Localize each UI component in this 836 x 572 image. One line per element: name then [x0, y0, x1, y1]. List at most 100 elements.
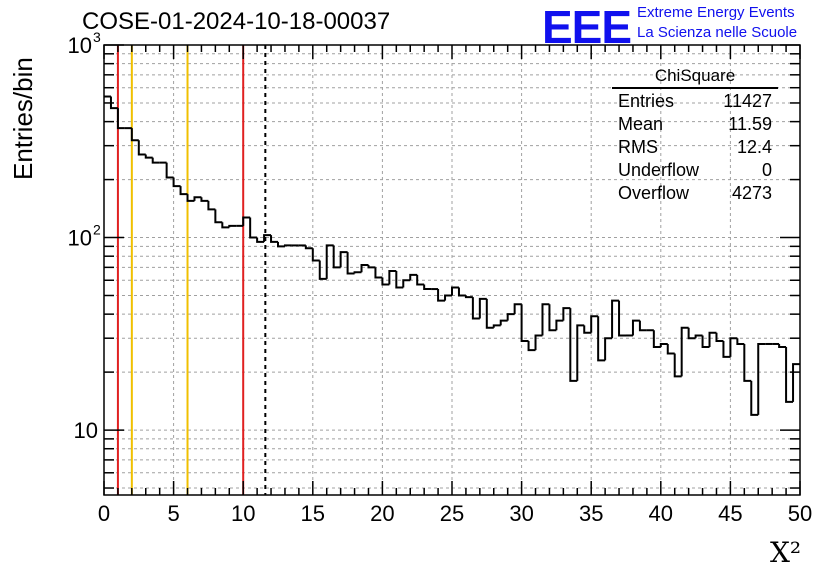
- histogram-bin: [339, 251, 348, 268]
- histogram-bin: [499, 319, 508, 326]
- histogram-bin: [388, 270, 397, 285]
- x-tick-label: 10: [231, 501, 255, 526]
- histogram-bin: [638, 320, 647, 332]
- histogram-bin: [193, 196, 202, 201]
- x-tick-label: 35: [579, 501, 603, 526]
- histogram-bin: [318, 260, 327, 280]
- histogram-bin: [402, 279, 411, 288]
- histogram-bin: [416, 274, 425, 286]
- histogram-bin: [186, 194, 195, 202]
- histogram-bin: [381, 277, 390, 286]
- histogram-bin: [221, 222, 230, 229]
- histogram-bin: [562, 307, 571, 321]
- histogram-bin: [451, 286, 459, 296]
- x-tick-label: 0: [98, 501, 110, 526]
- stats-row-mean: Mean 11.59: [612, 113, 778, 136]
- histogram-bin: [729, 337, 738, 357]
- histogram-bin: [736, 338, 745, 345]
- x-tick-label: 15: [301, 501, 325, 526]
- histogram-bin: [569, 308, 578, 382]
- histogram-bin: [757, 342, 766, 415]
- histogram-bin: [715, 332, 724, 343]
- histogram-bin: [457, 287, 466, 297]
- logo-caption: Extreme Energy Events La Scienza nelle S…: [637, 3, 797, 43]
- histogram-bin: [680, 326, 689, 377]
- histogram: [104, 95, 800, 416]
- histogram-bin: [583, 325, 592, 334]
- y-tick-label: 10: [68, 33, 92, 58]
- histogram-bin: [172, 177, 181, 188]
- stats-value: 11427: [723, 91, 772, 111]
- histogram-bin: [109, 96, 118, 110]
- histogram-bin: [263, 234, 272, 242]
- histogram-bin: [395, 271, 404, 289]
- histogram-bin: [360, 264, 369, 273]
- histogram-bin: [708, 331, 717, 348]
- stats-row-underflow: Underflow 0: [612, 159, 778, 182]
- histogram-bin: [228, 224, 237, 228]
- histogram-bin: [701, 335, 710, 349]
- histogram-bin: [437, 289, 446, 302]
- histogram-bin: [778, 343, 787, 349]
- histogram-bin: [597, 316, 606, 362]
- x-tick-label: 45: [718, 501, 742, 526]
- histogram-bin: [722, 341, 731, 358]
- histogram-bin: [130, 128, 139, 142]
- stats-label: Mean: [618, 114, 664, 134]
- y-tick-exponent: 3: [93, 29, 101, 45]
- histogram-bin: [367, 265, 376, 269]
- histogram-bin: [673, 353, 682, 378]
- histogram-bin: [485, 298, 494, 329]
- histogram-bin: [144, 154, 153, 159]
- logo-line-2: La Scienza nelle Scuole: [637, 24, 798, 41]
- histogram-bin: [541, 303, 550, 336]
- x-tick-label: 50: [788, 501, 812, 526]
- x-tick-label: 25: [440, 501, 464, 526]
- histogram-bin: [332, 245, 341, 269]
- stats-label: Overflow: [618, 183, 690, 203]
- histogram-bin: [464, 295, 473, 299]
- histogram-bin: [346, 252, 355, 275]
- histogram-bin: [750, 380, 759, 416]
- x-tick-label: 30: [509, 501, 533, 526]
- histogram-bin: [423, 284, 432, 291]
- x-axis-label: X²: [770, 536, 802, 569]
- stats-value: 11.59: [728, 114, 772, 134]
- histogram-bin: [792, 363, 800, 402]
- histogram-bin: [409, 273, 418, 281]
- stats-value: 12.4: [736, 137, 772, 157]
- logo-line-1: Extreme Energy Events: [637, 4, 795, 21]
- histogram-bin: [304, 245, 313, 250]
- histogram-bin: [548, 304, 557, 332]
- histogram-bin: [242, 216, 251, 226]
- eee-logo: EEE: [542, 1, 632, 53]
- histogram-bin: [200, 197, 209, 202]
- histogram-bin: [444, 294, 452, 301]
- histogram-bin: [311, 248, 320, 262]
- histogram-bin: [666, 343, 675, 355]
- histogram-bin: [165, 162, 174, 179]
- stats-box: ChiSquare Entries 11427 Mean 11.59 RMS 1…: [612, 66, 778, 205]
- histogram-bin: [116, 108, 125, 130]
- histogram-bin: [249, 217, 258, 239]
- histogram-bin: [214, 209, 223, 224]
- histogram-bin: [513, 303, 522, 315]
- histogram-bin: [785, 347, 794, 403]
- histogram-bin: [137, 140, 146, 156]
- histogram-bin: [353, 271, 362, 274]
- histogram-bin: [179, 186, 188, 196]
- histogram-bin: [555, 319, 564, 331]
- grid-lines: [104, 45, 800, 495]
- histogram-bin: [325, 244, 334, 279]
- x-tick-label: 20: [370, 501, 394, 526]
- x-tick-label: 40: [649, 501, 673, 526]
- histogram-bin: [520, 304, 529, 343]
- histogram-bin: [374, 267, 383, 279]
- y-tick-label: 10: [74, 418, 98, 443]
- x-tick-label: 5: [167, 501, 179, 526]
- histogram-bin: [151, 157, 160, 164]
- histogram-bin: [618, 300, 626, 337]
- histogram-bin: [659, 342, 668, 348]
